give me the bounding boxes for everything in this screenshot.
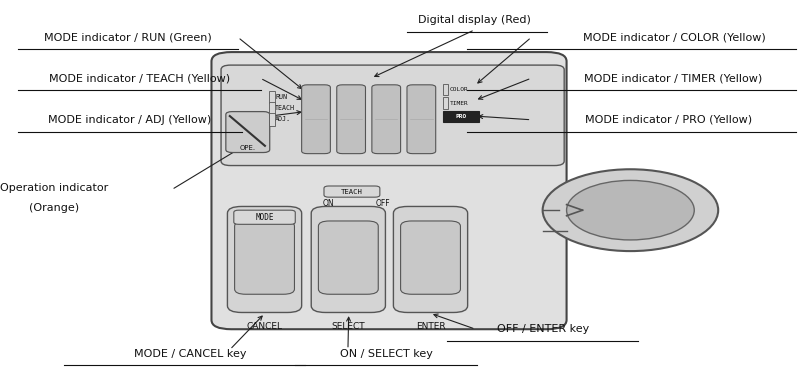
Text: TIMER: TIMER xyxy=(450,100,468,106)
FancyBboxPatch shape xyxy=(407,85,436,154)
Text: MODE indicator / PRO (Yellow): MODE indicator / PRO (Yellow) xyxy=(585,115,753,125)
Text: MODE: MODE xyxy=(255,213,274,222)
FancyBboxPatch shape xyxy=(227,206,302,312)
Text: CANCEL: CANCEL xyxy=(247,322,282,331)
FancyBboxPatch shape xyxy=(324,186,380,197)
Text: MODE indicator / RUN (Green): MODE indicator / RUN (Green) xyxy=(44,32,211,42)
Text: MODE indicator / ADJ (Yellow): MODE indicator / ADJ (Yellow) xyxy=(49,115,211,125)
Text: ENTER: ENTER xyxy=(416,322,445,331)
Text: MODE indicator / TEACH (Yellow): MODE indicator / TEACH (Yellow) xyxy=(49,73,230,83)
FancyBboxPatch shape xyxy=(401,221,460,294)
FancyBboxPatch shape xyxy=(234,210,295,224)
Text: COLOR: COLOR xyxy=(450,87,468,92)
Text: ON: ON xyxy=(323,199,334,208)
Text: MODE / CANCEL key: MODE / CANCEL key xyxy=(134,349,246,359)
FancyBboxPatch shape xyxy=(393,206,468,312)
Text: (Orange): (Orange) xyxy=(30,203,79,213)
Text: MODE indicator / COLOR (Yellow): MODE indicator / COLOR (Yellow) xyxy=(583,32,766,42)
FancyBboxPatch shape xyxy=(443,84,448,95)
Text: SELECT: SELECT xyxy=(331,322,365,331)
Text: RUN: RUN xyxy=(275,94,287,100)
Text: ON / SELECT key: ON / SELECT key xyxy=(340,349,433,359)
FancyBboxPatch shape xyxy=(235,221,294,294)
Text: OFF: OFF xyxy=(376,199,390,208)
Text: ADJ.: ADJ. xyxy=(275,116,291,122)
Text: PRO: PRO xyxy=(456,114,467,119)
FancyBboxPatch shape xyxy=(311,206,385,312)
FancyBboxPatch shape xyxy=(211,52,567,329)
FancyBboxPatch shape xyxy=(269,91,275,103)
FancyBboxPatch shape xyxy=(318,221,378,294)
FancyBboxPatch shape xyxy=(269,102,275,115)
FancyBboxPatch shape xyxy=(302,85,330,154)
Text: TEACH: TEACH xyxy=(341,189,363,195)
FancyBboxPatch shape xyxy=(337,85,365,154)
FancyBboxPatch shape xyxy=(372,85,401,154)
Text: OPE.: OPE. xyxy=(239,145,255,151)
Text: MODE indicator / TIMER (Yellow): MODE indicator / TIMER (Yellow) xyxy=(583,73,762,83)
Text: TEACH: TEACH xyxy=(275,105,295,111)
FancyBboxPatch shape xyxy=(443,111,479,122)
FancyBboxPatch shape xyxy=(221,65,564,166)
Circle shape xyxy=(543,169,718,251)
FancyBboxPatch shape xyxy=(269,113,275,126)
FancyBboxPatch shape xyxy=(226,112,270,153)
Text: Digital display (Red): Digital display (Red) xyxy=(418,16,531,25)
Circle shape xyxy=(567,180,694,240)
Text: Operation indicator: Operation indicator xyxy=(0,183,109,193)
FancyBboxPatch shape xyxy=(443,97,448,109)
Text: OFF / ENTER key: OFF / ENTER key xyxy=(496,324,589,334)
